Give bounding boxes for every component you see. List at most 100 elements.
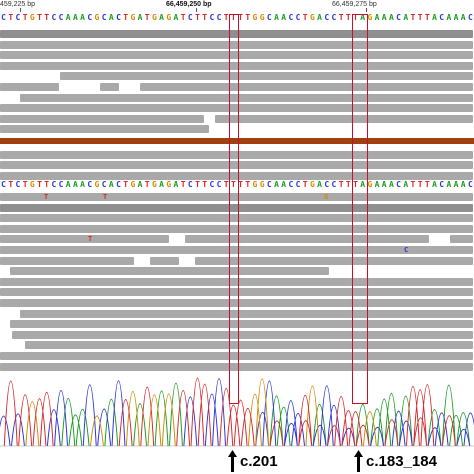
reference-base: T	[180, 180, 186, 190]
variant-highlight-box	[229, 14, 239, 404]
aligned-read[interactable]	[25, 341, 473, 350]
reference-base: G	[259, 180, 265, 190]
aligned-read[interactable]	[0, 51, 473, 60]
reference-base: T	[245, 13, 251, 22]
reference-base: T	[123, 13, 129, 22]
aligned-read[interactable]	[10, 320, 473, 329]
reference-base: G	[252, 13, 258, 22]
aligned-read[interactable]	[0, 246, 473, 254]
reference-base: G	[309, 13, 315, 22]
reference-base: G	[367, 13, 373, 22]
aligned-read[interactable]	[0, 150, 473, 159]
reference-base: A	[381, 13, 387, 22]
reference-base: C	[439, 180, 445, 190]
reference-base: A	[317, 180, 322, 190]
aligned-read[interactable]	[0, 352, 473, 360]
aligned-read[interactable]	[12, 330, 473, 339]
reference-base: T	[417, 13, 423, 22]
reference-base: A	[460, 13, 466, 22]
reference-base: C	[101, 180, 107, 190]
aligned-read[interactable]	[0, 362, 473, 371]
aligned-read[interactable]	[0, 299, 473, 307]
aligned-read[interactable]	[0, 203, 473, 212]
aligned-read[interactable]	[10, 267, 329, 276]
aligned-read[interactable]	[0, 61, 473, 70]
mismatch-base: T	[88, 235, 93, 244]
reference-base: G	[29, 13, 35, 22]
aligned-read[interactable]	[0, 83, 59, 91]
reference-base: C	[331, 13, 337, 22]
aligned-read[interactable]	[0, 30, 473, 38]
reference-base: T	[353, 13, 358, 22]
up-arrow-icon	[228, 450, 237, 472]
reference-base: C	[396, 180, 401, 190]
reference-base: A	[159, 13, 164, 22]
aligned-read[interactable]	[20, 93, 473, 102]
aligned-read[interactable]	[0, 214, 473, 223]
position-ruler: 459,225 bp 66,459,250 bp 66,459,275 bp	[0, 0, 474, 12]
reference-base: T	[44, 180, 50, 190]
reference-base: T	[245, 180, 251, 190]
reference-base: T	[195, 13, 200, 22]
reference-base: G	[130, 180, 136, 190]
reference-base: A	[360, 180, 366, 190]
reference-base: C	[331, 180, 337, 190]
reference-base: C	[116, 180, 121, 190]
reference-base: T	[353, 180, 358, 190]
reference-base: C	[216, 13, 222, 22]
aligned-read[interactable]	[0, 256, 134, 265]
aligned-read[interactable]	[195, 256, 473, 265]
mismatch-base: T	[103, 193, 108, 201]
aligned-read[interactable]	[0, 125, 209, 134]
aligned-read[interactable]	[100, 83, 119, 91]
aligned-read[interactable]	[450, 235, 473, 244]
reference-base: A	[281, 13, 287, 22]
aligned-read[interactable]	[215, 114, 473, 123]
ruler-left-label: 459,225 bp	[0, 1, 36, 8]
reference-base: C	[216, 180, 222, 190]
aligned-read[interactable]	[60, 72, 473, 81]
aligned-read[interactable]	[20, 309, 473, 318]
reference-base: C	[266, 180, 272, 190]
annotation-c201: c.201	[228, 448, 278, 474]
reference-base: T	[144, 13, 150, 22]
reference-base: A	[137, 13, 143, 22]
reference-base: G	[151, 13, 157, 22]
reference-base: G	[367, 180, 373, 190]
reference-base: T	[22, 13, 28, 22]
reference-base: C	[467, 180, 473, 190]
sanger-chromatogram	[0, 372, 474, 450]
reference-base: C	[58, 13, 64, 22]
aligned-read[interactable]	[0, 161, 473, 170]
reference-base: G	[151, 180, 157, 190]
aligned-read[interactable]	[0, 171, 473, 180]
aligned-read[interactable]	[0, 104, 473, 113]
aligned-read[interactable]	[0, 288, 473, 297]
ruler-mid-label: 66,459,250 bp	[166, 1, 212, 8]
reference-base: A	[388, 13, 394, 22]
reference-base: A	[274, 13, 279, 22]
aligned-read[interactable]	[0, 114, 204, 123]
reference-base: T	[424, 180, 430, 190]
reference-base: G	[94, 13, 100, 22]
reference-base: A	[274, 180, 279, 190]
aligned-read[interactable]	[0, 235, 169, 244]
reference-base: C	[295, 13, 301, 22]
aligned-read[interactable]	[0, 40, 473, 49]
ruler-tick	[196, 8, 197, 12]
reference-base: T	[180, 13, 186, 22]
ruler-right-label: 66,459,275 bp	[332, 1, 377, 8]
aligned-read[interactable]	[140, 83, 473, 91]
aligned-read[interactable]	[0, 193, 473, 201]
aligned-read[interactable]	[0, 277, 473, 286]
reference-base: A	[432, 180, 437, 190]
aligned-read[interactable]	[0, 224, 473, 233]
trace-t	[3, 377, 456, 447]
reference-base: G	[94, 180, 100, 190]
aligned-read[interactable]	[185, 235, 429, 244]
annotation-label: c.183_184	[366, 452, 437, 470]
aligned-read[interactable]	[150, 256, 179, 265]
reference-base: A	[108, 180, 114, 190]
reference-base: A	[108, 13, 114, 22]
